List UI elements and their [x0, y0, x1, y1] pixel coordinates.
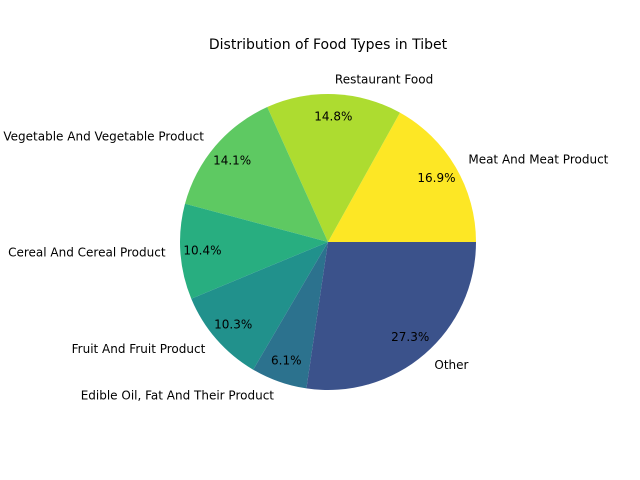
- pie-slice-other: [306, 242, 476, 390]
- slice-percent-cereal-and-cereal-product: 10.4%: [183, 243, 221, 257]
- slice-percent-meat-and-meat-product: 16.9%: [417, 171, 455, 185]
- pie-slice-vegetable-and-vegetable-product: [185, 107, 328, 242]
- pie-labels: Meat And Meat Product 16.9% Restaurant Foo…: [3, 72, 608, 402]
- pie-slice-restaurant-food: [267, 93, 400, 242]
- slice-label-vegetable-and-vegetable-product: Vegetable And Vegetable Product: [3, 130, 204, 144]
- pie-slice-meat-and-meat-product: [328, 112, 477, 243]
- slice-percent-other: 27.3%: [391, 330, 429, 344]
- pie-slice-edible-oil-fat-and-their-product: [253, 242, 328, 389]
- pie-slice-fruit-and-fruit-product: [191, 242, 328, 370]
- slice-percent-restaurant-food: 14.8%: [314, 109, 352, 123]
- slice-label-edible-oil-fat-and-their-product: Edible Oil, Fat And Their Product: [81, 389, 275, 403]
- slice-label-restaurant-food: Restaurant Food: [335, 72, 433, 86]
- pie-slices: [180, 93, 477, 390]
- chart-title: Distribution of Food Types in Tibet: [209, 37, 448, 53]
- slice-label-other: Other: [434, 358, 468, 372]
- slice-label-meat-and-meat-product: Meat And Meat Product: [468, 152, 608, 166]
- slice-label-fruit-and-fruit-product: Fruit And Fruit Product: [72, 342, 206, 356]
- slice-percent-edible-oil-fat-and-their-product: 6.1%: [271, 354, 302, 368]
- pie-slice-cereal-and-cereal-product: [180, 203, 328, 299]
- slice-percent-vegetable-and-vegetable-product: 14.1%: [213, 154, 251, 168]
- slice-percent-fruit-and-fruit-product: 10.3%: [214, 318, 252, 332]
- slice-label-cereal-and-cereal-product: Cereal And Cereal Product: [8, 246, 166, 260]
